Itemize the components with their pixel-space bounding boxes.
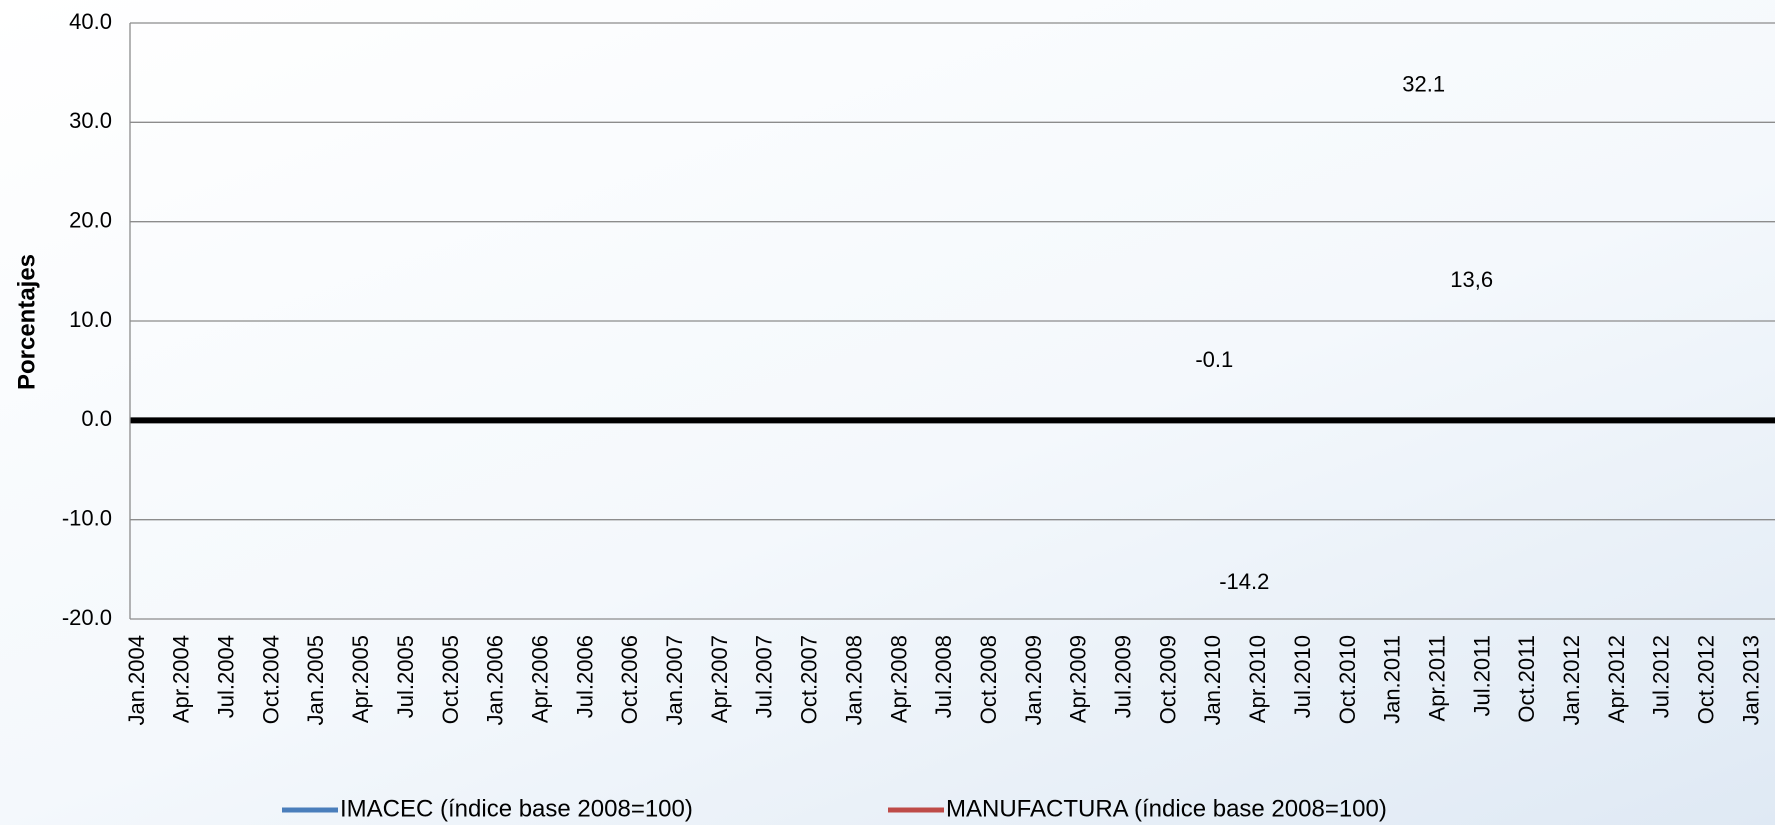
- x-tick-label: Jan.2005: [303, 635, 328, 726]
- y-tick-label: -20.0: [62, 605, 112, 630]
- x-tick-label: Oct.2006: [617, 635, 642, 724]
- x-tick-label: Jan.2006: [483, 635, 508, 726]
- x-tick-label: Oct.2007: [797, 635, 822, 724]
- x-tick-label: Jan.2004: [124, 635, 149, 726]
- x-tick-label: Apr.2004: [169, 635, 194, 723]
- x-tick-label: Oct.2004: [258, 635, 283, 724]
- y-tick-label: 10.0: [69, 307, 112, 332]
- x-tick-label: Jul.2007: [752, 635, 777, 718]
- x-tick-label: Jan.2013: [1738, 635, 1763, 726]
- y-tick-label: 0.0: [81, 406, 112, 431]
- data-label: 13,6: [1450, 267, 1493, 292]
- x-tick-label: Oct.2012: [1694, 635, 1719, 724]
- x-tick-label: Oct.2008: [976, 635, 1001, 724]
- y-axis-title: Porcentajes: [13, 254, 40, 390]
- x-tick-label: Oct.2010: [1335, 635, 1360, 724]
- x-tick-label: Oct.2005: [438, 635, 463, 724]
- x-tick-label: Jan.2007: [662, 635, 687, 726]
- x-tick-label: Jul.2009: [1111, 635, 1136, 718]
- x-tick-label: Oct.2011: [1514, 635, 1539, 723]
- y-tick-label: 30.0: [69, 108, 112, 133]
- x-tick-label: Apr.2012: [1604, 635, 1629, 723]
- x-tick-label: Jan.2010: [1200, 635, 1225, 726]
- data-label: -14.2: [1219, 569, 1269, 594]
- x-tick-label: Jan.2012: [1559, 635, 1584, 726]
- x-tick-label: Jul.2008: [931, 635, 956, 718]
- x-tick-label: Apr.2010: [1245, 635, 1270, 723]
- x-tick-label: Jul.2011: [1469, 635, 1494, 717]
- y-tick-label: 20.0: [69, 207, 112, 232]
- x-tick-label: Apr.2009: [1066, 635, 1091, 723]
- x-tick-label: Apr.2008: [886, 635, 911, 723]
- data-label: -0.1: [1195, 347, 1233, 372]
- x-tick-label: Jan.2009: [1021, 635, 1046, 726]
- x-tick-label: Apr.2011: [1424, 635, 1449, 721]
- x-tick-label: Apr.2005: [348, 635, 373, 723]
- x-tick-label: Jul.2005: [393, 635, 418, 718]
- x-tick-label: Oct.2009: [1155, 635, 1180, 724]
- x-tick-label: Jan.2011: [1380, 635, 1405, 724]
- y-tick-label: -10.0: [62, 505, 112, 530]
- x-tick-label: Jul.2004: [214, 635, 239, 718]
- x-tick-label: Apr.2007: [707, 635, 732, 723]
- x-tick-label: Jul.2010: [1290, 635, 1315, 718]
- x-tick-label: Jul.2012: [1649, 635, 1674, 718]
- data-label: 32.1: [1402, 71, 1445, 96]
- x-tick-label: Jul.2006: [572, 635, 597, 718]
- y-tick-label: 40.0: [69, 9, 112, 34]
- legend-label: IMACEC (índice base 2008=100): [340, 795, 693, 822]
- x-tick-label: Apr.2006: [527, 635, 552, 723]
- legend-label: MANUFACTURA (índice base 2008=100): [946, 795, 1387, 822]
- x-tick-label: Jan.2008: [841, 635, 866, 726]
